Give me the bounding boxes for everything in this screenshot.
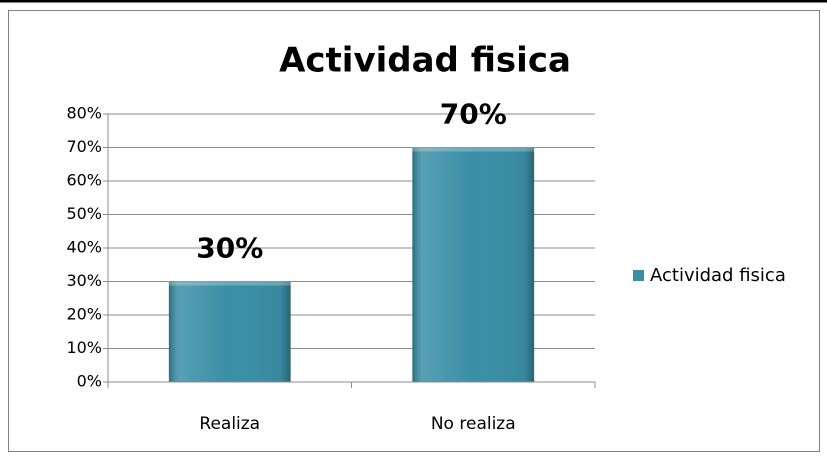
bar-shade (168, 281, 291, 382)
x-tick-label: No realiza (431, 414, 516, 434)
y-tick-label: 0% (77, 372, 102, 391)
bar-bevel (412, 147, 535, 152)
y-tick-label: 30% (66, 271, 102, 290)
y-tick-label: 10% (66, 338, 102, 357)
bar-bevel (168, 281, 291, 286)
x-tick-label: Realiza (199, 414, 260, 434)
y-tick-label: 80% (66, 104, 102, 123)
y-tick-label: 70% (66, 137, 102, 156)
data-label: 70% (440, 98, 507, 131)
data-label: 30% (196, 232, 263, 265)
bar-shade (412, 147, 535, 382)
y-tick-label: 60% (66, 171, 102, 190)
y-tick-label: 40% (66, 238, 102, 257)
y-tick-label: 50% (66, 204, 102, 223)
legend-label: Actividad fisica (650, 265, 786, 286)
chart-title: Actividad fisica (279, 41, 571, 81)
y-tick-label: 20% (66, 305, 102, 324)
legend-swatch (633, 270, 644, 281)
